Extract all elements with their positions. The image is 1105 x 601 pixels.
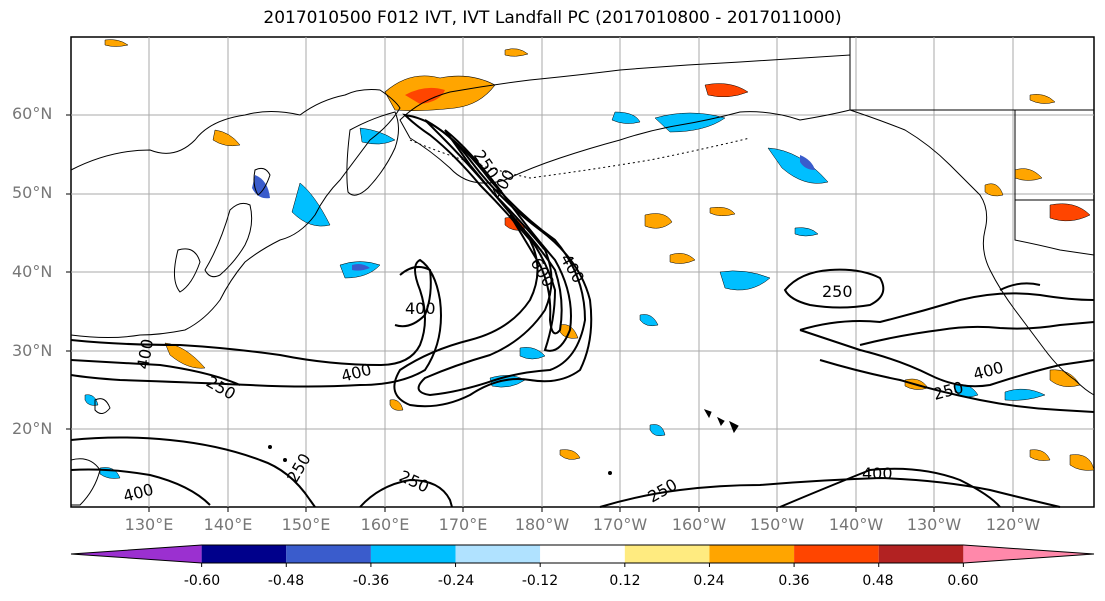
colorbar-segment [370, 545, 456, 563]
lat-label: 20°N [12, 419, 53, 438]
colorbar [70, 544, 1095, 567]
lon-label: 120°W [985, 515, 1041, 534]
lat-label: 60°N [12, 104, 53, 123]
colorbar-segment [540, 545, 625, 563]
lon-label: 160°W [671, 515, 727, 534]
colorbar-tick-label: -0.60 [183, 573, 221, 589]
lon-label: 140°E [203, 515, 253, 534]
lon-label: 130°E [124, 515, 174, 534]
lat-label: 50°N [12, 183, 53, 202]
lon-label: 150°E [281, 515, 331, 534]
contour-label: 250 [822, 282, 853, 301]
ivt-contours [70, 113, 1095, 508]
colorbar-segment [286, 545, 371, 563]
lon-label: 160°E [360, 515, 410, 534]
colorbar-segment [878, 545, 964, 563]
colorbar-segment [71, 545, 202, 563]
colorbar-segment [455, 545, 541, 563]
lon-label: 130°W [906, 515, 962, 534]
lon-label: 170°E [438, 515, 488, 534]
colorbar-tick-label: 0.48 [862, 573, 894, 589]
contour-label: 400 [862, 464, 893, 483]
contour-label: 400 [405, 299, 436, 318]
lat-label: 30°N [12, 341, 53, 360]
colorbar-segment [201, 545, 287, 563]
colorbar-segment [963, 545, 1094, 563]
lon-label: 140°W [828, 515, 884, 534]
lon-label: 170°W [592, 515, 648, 534]
colorbar-tick-label: 0.36 [778, 573, 810, 589]
colorbar-tick-label: -0.12 [521, 573, 559, 589]
colorbar-tick-label: 0.12 [609, 573, 641, 589]
lat-label: 40°N [12, 262, 53, 281]
lon-label: 150°W [749, 515, 805, 534]
colorbar-tick-label: -0.36 [352, 573, 390, 589]
map-title: 2017010500 F012 IVT, IVT Landfall PC (20… [263, 8, 842, 28]
gridlines [66, 37, 1094, 512]
colorbar-tick-label: -0.24 [437, 573, 475, 589]
colorbar-tick-label: 0.60 [947, 573, 979, 589]
colorbar-tick-label: 0.24 [693, 573, 725, 589]
colorbar-tick-label: -0.48 [267, 573, 305, 589]
coastlines [70, 37, 1095, 506]
colorbar-segment [709, 545, 795, 563]
lon-label: 180°W [514, 515, 570, 534]
colorbar-segment [794, 545, 879, 563]
colorbar-segment [624, 545, 710, 563]
